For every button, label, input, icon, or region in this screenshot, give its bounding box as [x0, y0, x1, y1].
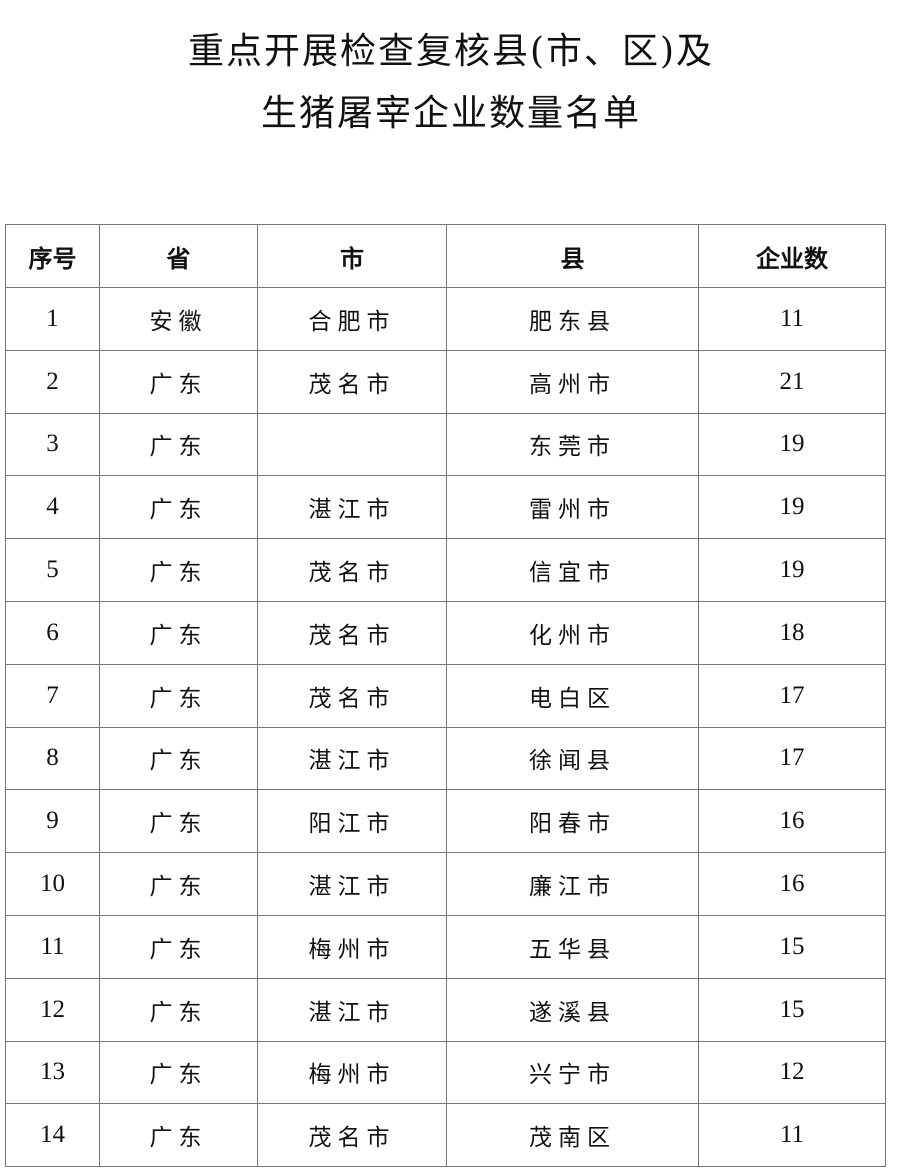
cell-province: 广东 [99, 475, 258, 540]
table-row: 11 广东 梅州市 五华县 15 [5, 914, 886, 979]
cell-city: 茂名市 [257, 538, 447, 602]
cell-index: 14 [5, 1103, 100, 1168]
cell-city: 湛江市 [257, 475, 447, 540]
cell-enterprise-count: 19 [698, 538, 886, 602]
cell-enterprise-count: 12 [698, 1040, 886, 1105]
header-county: 县 [446, 224, 699, 288]
cell-city: 茂名市 [257, 1103, 447, 1168]
cell-county: 徐闻县 [446, 726, 699, 791]
header-index: 序号 [5, 224, 100, 288]
cell-county: 茂南区 [446, 1103, 699, 1168]
document-title-line-1: 重点开展检查复核县(市、区)及 [187, 31, 715, 72]
cell-county: 东莞市 [446, 412, 699, 477]
cell-enterprise-count: 11 [698, 287, 886, 351]
cell-county: 兴宁市 [446, 1040, 699, 1105]
cell-province: 广东 [99, 538, 258, 602]
table-row: 4 广东 湛江市 雷州市 19 [5, 475, 886, 540]
cell-province: 广东 [99, 852, 258, 916]
cell-index: 11 [5, 914, 100, 979]
cell-city: 合肥市 [257, 287, 447, 351]
enterprise-count-table: 序号省市县企业数 1 安徽 合肥市 肥东县 11 2 广东 茂名市 高州市 21 3 广东 东莞市 19 4… [5, 224, 886, 1168]
table-row: 12 广东 湛江市 遂溪县 15 [5, 977, 886, 1042]
cell-province: 安徽 [99, 287, 258, 351]
cell-county: 阳春市 [446, 789, 699, 854]
cell-county: 信宜市 [446, 538, 699, 602]
header-province: 省 [99, 224, 258, 288]
cell-province: 广东 [99, 663, 258, 728]
cell-enterprise-count: 15 [698, 977, 886, 1042]
cell-county: 廉江市 [446, 852, 699, 916]
table-row: 8 广东 湛江市 徐闻县 17 [5, 726, 886, 791]
table-row: 3 广东 东莞市 19 [5, 412, 886, 477]
cell-enterprise-count: 18 [698, 600, 886, 665]
cell-enterprise-count: 11 [698, 1103, 886, 1168]
cell-index: 13 [5, 1040, 100, 1105]
cell-index: 10 [5, 852, 100, 916]
cell-index: 2 [5, 349, 100, 414]
cell-index: 8 [5, 726, 100, 791]
cell-index: 9 [5, 789, 100, 854]
cell-enterprise-count: 17 [698, 663, 886, 728]
cell-enterprise-count: 21 [698, 349, 886, 414]
cell-city: 湛江市 [257, 977, 447, 1042]
cell-county: 遂溪县 [446, 977, 699, 1042]
table-row: 10 广东 湛江市 廉江市 16 [5, 852, 886, 916]
cell-index: 4 [5, 475, 100, 540]
cell-city [257, 412, 447, 477]
table-row: 14 广东 茂名市 茂南区 11 [5, 1103, 886, 1168]
cell-county: 五华县 [446, 914, 699, 979]
document-title-line-2: 生猪屠宰企业数量名单 [260, 93, 641, 134]
cell-province: 广东 [99, 600, 258, 665]
table-row: 1 安徽 合肥市 肥东县 11 [5, 287, 886, 351]
cell-city: 湛江市 [257, 726, 447, 791]
table-row: 5 广东 茂名市 信宜市 19 [5, 538, 886, 602]
header-enterprise-count: 企业数 [698, 224, 886, 288]
cell-enterprise-count: 16 [698, 789, 886, 854]
cell-county: 化州市 [446, 600, 699, 665]
cell-city: 湛江市 [257, 852, 447, 916]
cell-city: 茂名市 [257, 663, 447, 728]
cell-city: 梅州市 [257, 914, 447, 979]
table-row: 6 广东 茂名市 化州市 18 [5, 600, 886, 665]
cell-index: 7 [5, 663, 100, 728]
cell-province: 广东 [99, 914, 258, 979]
cell-index: 5 [5, 538, 100, 602]
cell-city: 阳江市 [257, 789, 447, 854]
table-row: 13 广东 梅州市 兴宁市 12 [5, 1040, 886, 1105]
cell-enterprise-count: 19 [698, 412, 886, 477]
cell-county: 雷州市 [446, 475, 699, 540]
cell-city: 梅州市 [257, 1040, 447, 1105]
cell-province: 广东 [99, 789, 258, 854]
cell-city: 茂名市 [257, 349, 447, 414]
cell-index: 6 [5, 600, 100, 665]
cell-enterprise-count: 15 [698, 914, 886, 979]
cell-county: 高州市 [446, 349, 699, 414]
table-row: 7 广东 茂名市 电白区 17 [5, 663, 886, 728]
cell-province: 广东 [99, 412, 258, 477]
cell-index: 12 [5, 977, 100, 1042]
table-header-row: 序号省市县企业数 [5, 224, 886, 288]
cell-index: 1 [5, 287, 100, 351]
header-city: 市 [257, 224, 447, 288]
table-row: 2 广东 茂名市 高州市 21 [5, 349, 886, 414]
cell-city: 茂名市 [257, 600, 447, 665]
cell-province: 广东 [99, 1040, 258, 1105]
cell-province: 广东 [99, 349, 258, 414]
cell-enterprise-count: 17 [698, 726, 886, 791]
cell-province: 广东 [99, 726, 258, 791]
cell-province: 广东 [99, 1103, 258, 1168]
cell-province: 广东 [99, 977, 258, 1042]
table-row: 9 广东 阳江市 阳春市 16 [5, 789, 886, 854]
cell-index: 3 [5, 412, 100, 477]
cell-county: 肥东县 [446, 287, 699, 351]
cell-enterprise-count: 19 [698, 475, 886, 540]
cell-enterprise-count: 16 [698, 852, 886, 916]
cell-county: 电白区 [446, 663, 699, 728]
